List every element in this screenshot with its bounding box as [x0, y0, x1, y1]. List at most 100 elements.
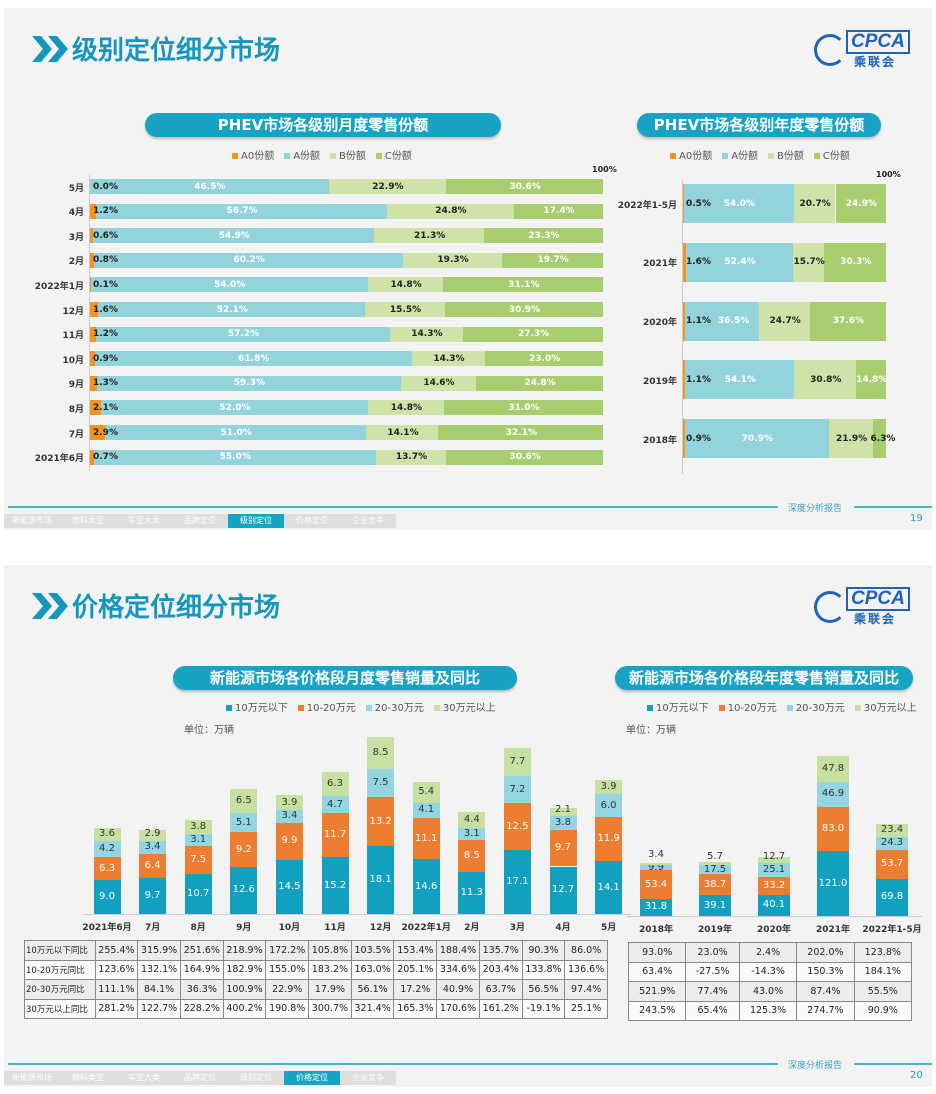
bar-segment — [809, 301, 886, 341]
data-label: 0.7% — [93, 452, 118, 463]
data-label: 6.0 — [600, 799, 617, 811]
legend-item: 30万元以上 — [854, 699, 917, 714]
bar-segment — [93, 827, 121, 842]
x-tick-label: 5月 — [600, 923, 617, 933]
legend-swatch — [854, 705, 861, 711]
table-cell: 202.0% — [796, 942, 855, 963]
data-label: 6.5 — [235, 795, 252, 807]
row-header: 20-30万元同比 — [24, 979, 96, 1000]
data-label: 31.8 — [644, 901, 668, 913]
data-label: 5.4 — [418, 786, 435, 798]
table-cell: 172.2% — [265, 940, 310, 961]
tab-5[interactable]: 级别定位 — [228, 514, 284, 528]
data-label: 53.4 — [644, 878, 668, 890]
bar-segment — [400, 375, 476, 391]
row-label: 5月 — [68, 183, 84, 194]
table-row: 30万元以上同比 281.2% 122.7% 228.2% 400.2% 190.8% 30… — [24, 998, 608, 1019]
data-label: 7.7 — [509, 755, 526, 767]
bar-segment — [595, 816, 623, 862]
chevron-double-icon — [32, 36, 68, 62]
tab-6[interactable]: 价格定位 — [284, 1071, 340, 1085]
data-label: 24.7% — [769, 316, 801, 327]
tab-7[interactable]: 企业竞争 — [340, 1071, 396, 1085]
tab-4[interactable]: 品牌定位 — [172, 1071, 228, 1085]
x-tick-label: 7月 — [144, 923, 161, 933]
bar-segment — [873, 419, 886, 459]
bar-segment — [640, 898, 672, 916]
bar-segment — [458, 828, 486, 840]
row-label: 7月 — [68, 429, 84, 440]
data-label: 47.8 — [821, 762, 845, 774]
tab-7[interactable]: 企业竞争 — [340, 514, 396, 528]
data-label: 4.7 — [327, 798, 343, 810]
data-label: 20.7% — [799, 198, 831, 209]
footer-report-label: 深度分析报告 — [788, 504, 843, 514]
data-label: 4.2 — [99, 842, 115, 854]
data-label: 8.5 — [463, 849, 480, 861]
tab-5[interactable]: 级别定位 — [228, 1071, 284, 1085]
data-label: 1.3% — [93, 378, 118, 389]
table-cell: 274.7% — [796, 1000, 855, 1021]
data-label: 9.2 — [235, 843, 252, 855]
data-label: 9.9 — [281, 835, 298, 847]
annual-yoy-table: 93.0% 23.0% 2.4% 202.0% 123.8% 63.4% -27.5% -14… — [627, 942, 913, 1021]
data-label: 21.9% — [835, 433, 868, 444]
data-label: 12.6 — [232, 884, 255, 896]
table-cell: 25.1% — [564, 998, 608, 1019]
data-label: 4.1 — [418, 804, 435, 816]
bar-segment — [640, 865, 672, 871]
bar-segment — [367, 737, 395, 769]
tab-3[interactable]: 车型大类 — [116, 1071, 172, 1085]
data-label: 69.8 — [880, 891, 904, 903]
tab-3[interactable]: 车型大类 — [116, 514, 172, 528]
table-row: 20-30万元同比 111.1% 84.1% 36.3% 100.9% 22.9% 17.9… — [24, 979, 608, 1000]
bar-segment — [139, 841, 167, 854]
data-label: 23.0% — [529, 353, 561, 364]
table-cell: 165.3% — [393, 998, 438, 1019]
bar-segment — [699, 861, 731, 865]
tab-6[interactable]: 价格定位 — [284, 514, 340, 528]
data-label: 0.5% — [686, 198, 711, 209]
table-cell: 43.0% — [738, 981, 798, 1002]
bar-segment — [90, 252, 95, 268]
bar-segment — [438, 425, 603, 440]
legend-swatch — [365, 705, 372, 711]
data-label: 14.5 — [278, 880, 301, 892]
bar-segment — [817, 851, 849, 916]
axis-line — [89, 175, 90, 471]
legend-item: C份额 — [813, 147, 850, 162]
data-label: 21.3% — [414, 230, 446, 241]
data-label: 61.8% — [238, 353, 270, 364]
tab-1[interactable]: 新能源市场 — [4, 1071, 60, 1085]
tab-4[interactable]: 品牌定位 — [172, 514, 228, 528]
table-cell: 400.2% — [222, 998, 267, 1019]
table-cell: 86.0% — [564, 940, 608, 961]
axis-line — [682, 180, 683, 474]
footer-divider-right — [854, 1063, 932, 1065]
data-label: 2.1 — [555, 804, 571, 816]
table-cell: 103.5% — [350, 940, 395, 961]
row-label: 10月 — [62, 355, 84, 366]
table-cell: 135.7% — [478, 940, 523, 961]
bar-segment — [412, 802, 440, 818]
tab-1[interactable]: 新能源市场 — [4, 514, 60, 528]
bar-segment — [876, 836, 908, 850]
footer-divider-right — [854, 506, 932, 508]
bar-segment — [876, 824, 908, 837]
bar-segment — [321, 795, 349, 814]
bar-segment — [321, 857, 349, 914]
cpca-logo: CPCA 乘联会 — [810, 30, 912, 70]
data-label: 14.3% — [433, 353, 465, 364]
tab-2[interactable]: 燃料类型 — [60, 1071, 116, 1085]
bar-segment — [389, 326, 463, 342]
data-label: 3.4 — [281, 810, 298, 822]
bar-segment — [503, 747, 531, 777]
data-label: 24.9% — [845, 198, 877, 209]
legend-swatch — [813, 153, 820, 159]
tab-2[interactable]: 燃料类型 — [60, 514, 116, 528]
bar-segment — [446, 449, 603, 465]
bar-segment — [275, 810, 303, 823]
bar-segment — [446, 179, 603, 194]
unit-label: 单位：万辆 — [184, 725, 234, 736]
monthly-legend: A0份额 A份额 B份额 C份额 — [232, 147, 412, 162]
